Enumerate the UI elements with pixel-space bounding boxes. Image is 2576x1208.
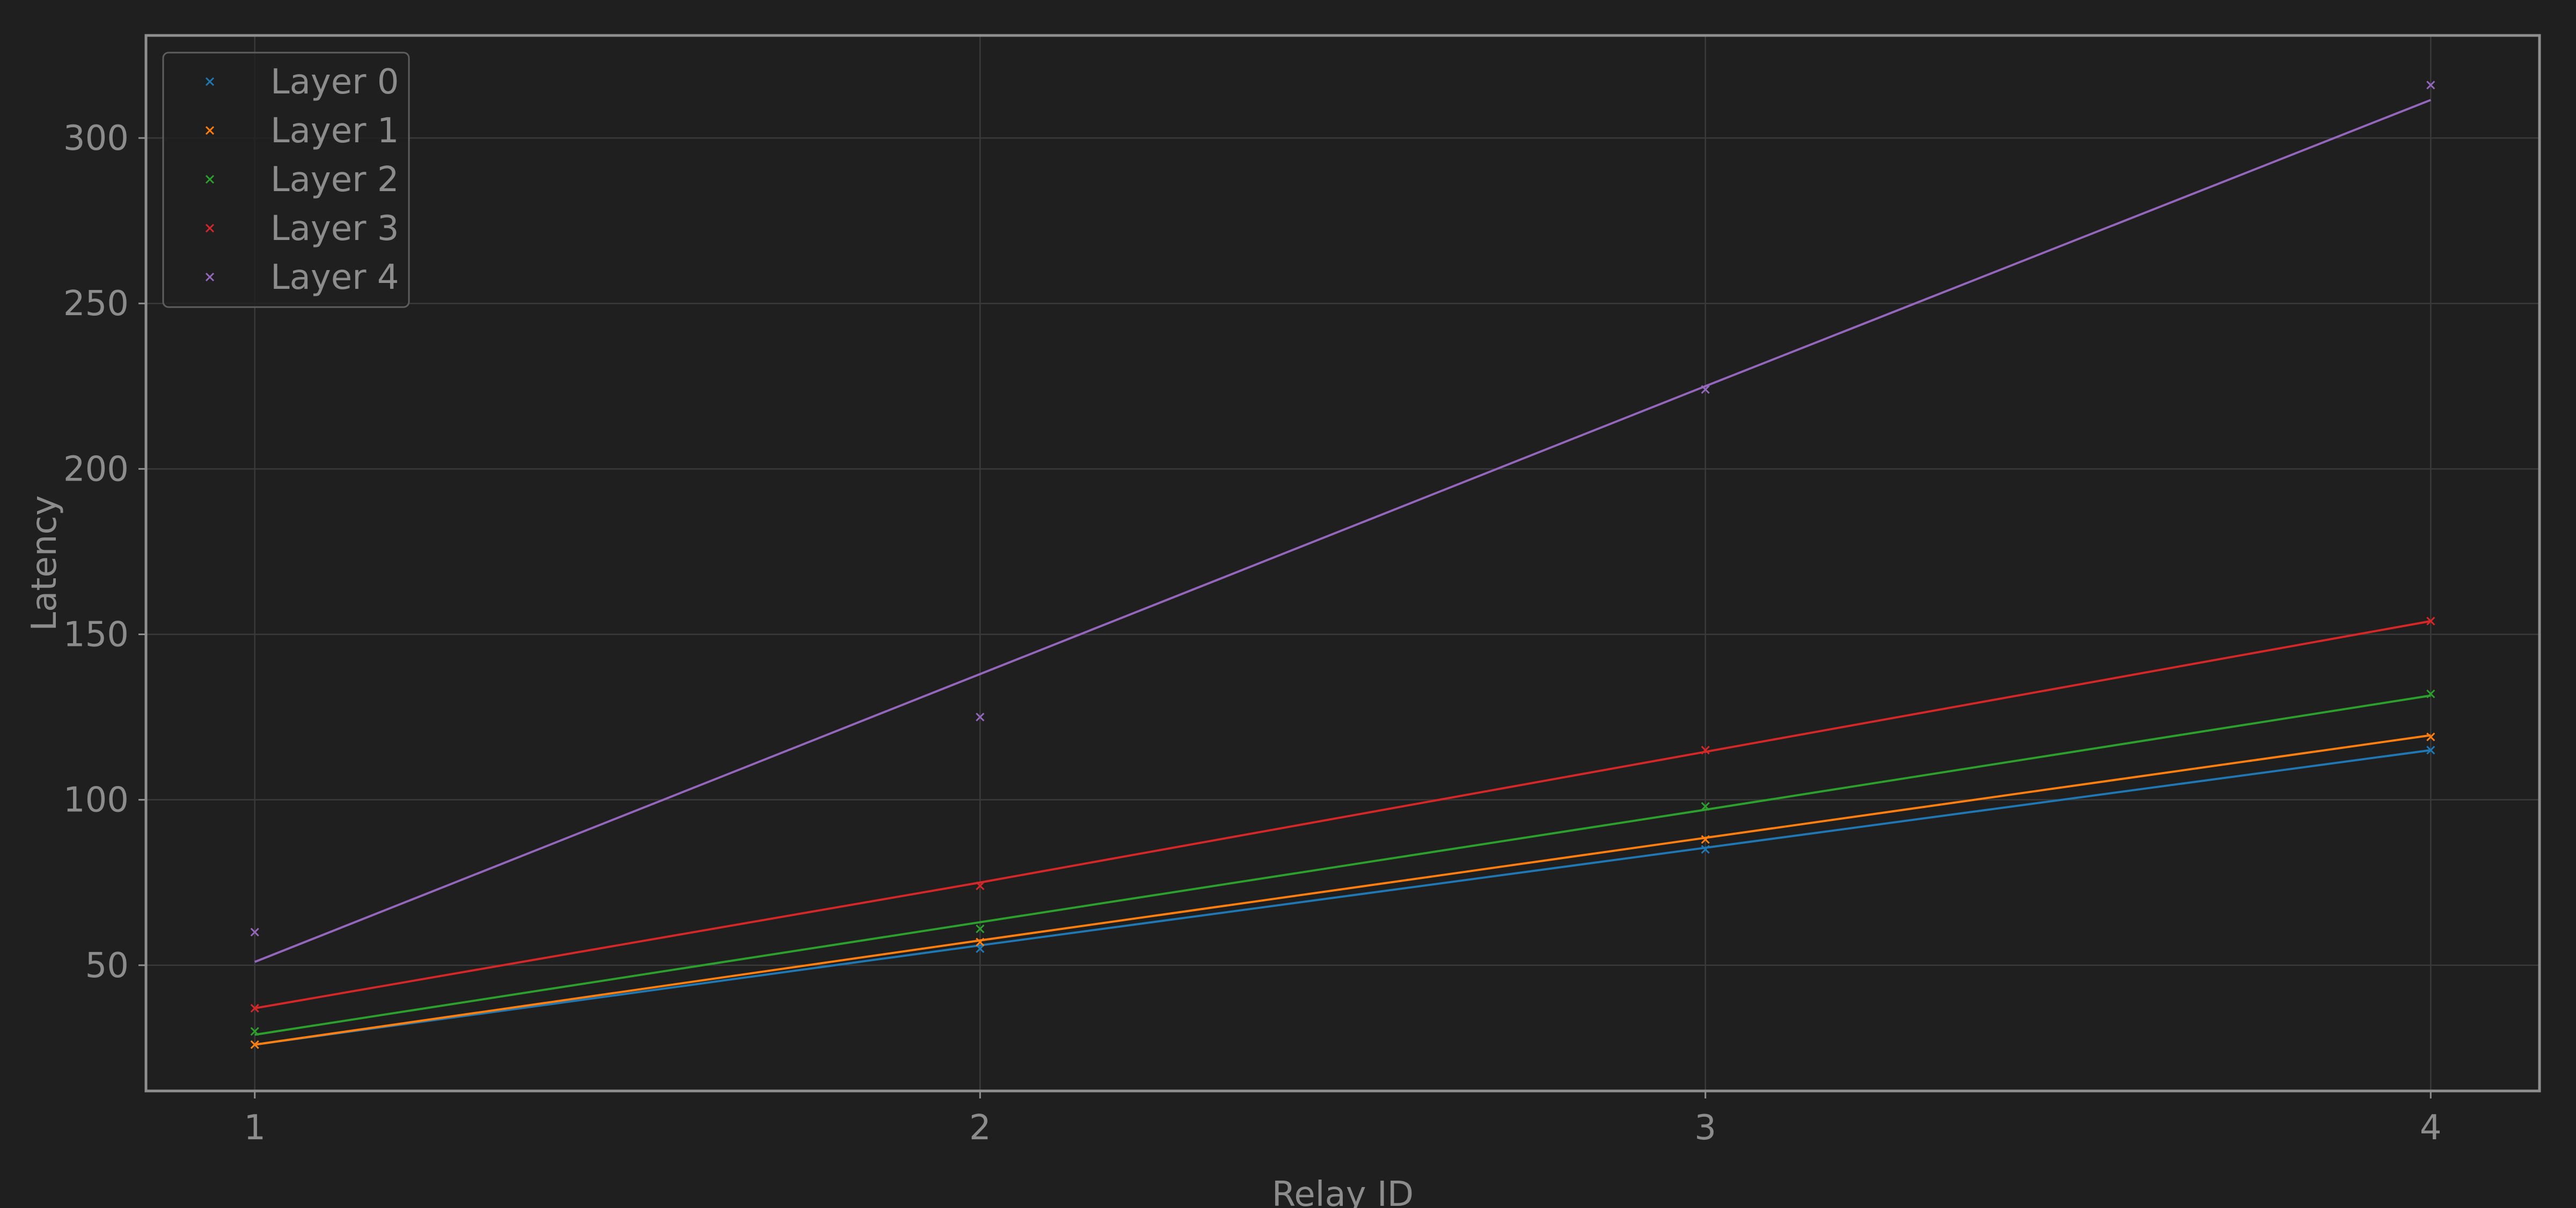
legend-label: Layer 0 — [270, 62, 399, 102]
marker-stroke — [976, 944, 985, 954]
fit-line-layer-1 — [254, 734, 2431, 1046]
data-point — [250, 1040, 259, 1049]
marker-stroke — [2426, 81, 2435, 90]
fit-lines — [254, 99, 2432, 1046]
legend: Layer 0 Layer 1 Layer 2 Layer 3 Layer 4 — [162, 52, 410, 308]
data-point — [976, 924, 985, 934]
legend-marker — [205, 126, 215, 135]
y-axis: 50 100 150 200 250 300 — [63, 119, 146, 986]
y-tick-label: 50 — [85, 946, 129, 986]
marker-stroke — [205, 174, 215, 184]
marker-stroke — [2426, 689, 2435, 698]
marker-stroke — [976, 924, 985, 934]
fit-line-layer-0 — [254, 749, 2431, 1046]
data-point — [1701, 385, 1710, 394]
data-point — [250, 1027, 259, 1036]
marker-stroke — [205, 272, 215, 282]
marker-stroke — [976, 881, 985, 890]
data-point — [2426, 746, 2435, 755]
legend-label: Layer 1 — [270, 111, 399, 151]
data-point — [2426, 81, 2435, 90]
marker-stroke — [205, 126, 215, 135]
legend-marker — [205, 223, 215, 233]
y-tick-label: 150 — [63, 615, 129, 655]
marker-stroke — [2426, 732, 2435, 741]
marker-stroke — [250, 1027, 259, 1036]
marker-stroke — [205, 77, 215, 86]
data-point — [976, 944, 985, 954]
legend-label: Layer 3 — [270, 209, 399, 249]
marker-stroke — [1701, 835, 1710, 844]
data-point — [1701, 835, 1710, 844]
marker-stroke — [976, 712, 985, 722]
marker-stroke — [1701, 746, 1710, 755]
legend-box — [162, 52, 410, 308]
marker-stroke — [1701, 802, 1710, 811]
marker-stroke — [250, 1040, 259, 1049]
legend-marker — [205, 272, 215, 282]
fit-line-layer-4 — [254, 99, 2432, 963]
marker-stroke — [1701, 385, 1710, 394]
marker-stroke — [250, 1003, 259, 1013]
data-markers — [250, 81, 2435, 1049]
plot-frame — [144, 34, 2541, 1093]
y-tick-label: 200 — [63, 449, 129, 489]
x-tick-label: 2 — [969, 1108, 991, 1148]
data-point — [2426, 732, 2435, 741]
x-axis-title: Relay ID — [1272, 1175, 1414, 1208]
y-axis-title: Latency — [25, 496, 64, 631]
y-tick-label: 300 — [63, 119, 129, 158]
x-tick-label: 1 — [244, 1108, 266, 1148]
fit-line-layer-2 — [254, 694, 2431, 1036]
y-tick-label: 250 — [63, 284, 129, 324]
y-tick-label: 100 — [63, 781, 129, 820]
data-point — [2426, 616, 2435, 625]
marker-stroke — [1701, 845, 1710, 854]
x-axis: 1 2 3 4 — [244, 1091, 2442, 1148]
data-point — [976, 712, 985, 722]
x-tick-label: 3 — [1694, 1108, 1716, 1148]
data-point — [1701, 746, 1710, 755]
grid-lines — [146, 35, 2540, 1091]
data-point — [250, 1003, 259, 1013]
x-tick-label: 4 — [2420, 1108, 2442, 1148]
marker-stroke — [205, 223, 215, 233]
legend-marker — [205, 174, 215, 184]
fit-line-layer-3 — [254, 620, 2431, 1009]
legend-label: Layer 4 — [270, 258, 399, 297]
marker-stroke — [976, 937, 985, 947]
legend-label: Layer 2 — [270, 160, 399, 200]
data-point — [250, 928, 259, 937]
legend-marker — [205, 77, 215, 86]
data-point — [976, 937, 985, 947]
data-point — [1701, 845, 1710, 854]
data-point — [2426, 689, 2435, 698]
data-point — [976, 881, 985, 890]
marker-stroke — [2426, 616, 2435, 625]
marker-stroke — [2426, 746, 2435, 755]
marker-stroke — [250, 928, 259, 937]
data-point — [1701, 802, 1710, 811]
